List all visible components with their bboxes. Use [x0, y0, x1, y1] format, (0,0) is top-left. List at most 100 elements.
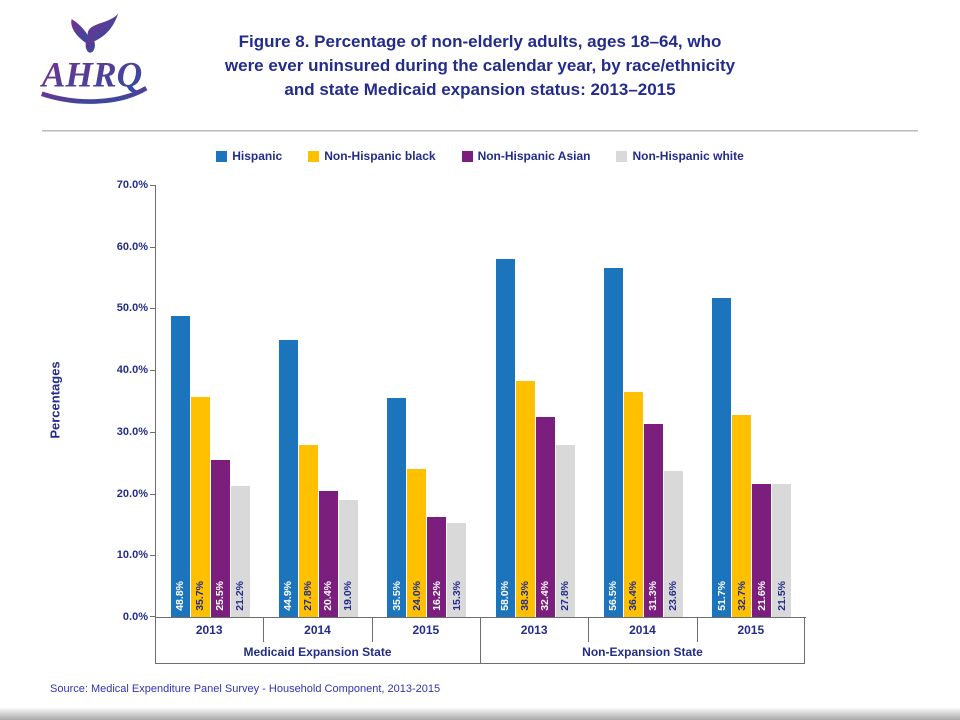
bar-value-label: 27.8% [302, 581, 315, 611]
bar-non-hispanic-white: 21.2% [230, 486, 250, 617]
bar-hispanic: 56.5% [603, 268, 623, 617]
axis-divider [371, 618, 373, 642]
axis-divider [263, 618, 265, 642]
bar-non-hispanic-asian: 32.4% [535, 417, 555, 617]
bar-value-label: 15.3% [450, 581, 463, 611]
section-label-expansion: Medicaid Expansion State [243, 645, 392, 659]
bar-value-label: 19.0% [342, 581, 355, 611]
bar-value-label: 31.3% [647, 581, 660, 611]
ahrq-logo-text: AHRQ [40, 54, 142, 94]
y-axis-title: Percentages [47, 361, 63, 439]
bar-non-hispanic-asian: 25.5% [210, 459, 230, 617]
bar-hispanic: 35.5% [387, 397, 407, 617]
y-axis-labels: 70.0% 60.0% 50.0% 40.0% 30.0% 20.0% 10.0% 0.0% [88, 179, 148, 623]
y-axis-label: 30.0% [116, 425, 148, 438]
bar-value-label: 44.9% [282, 581, 295, 611]
y-axis-label: 0.0% [122, 611, 148, 623]
bar-group: 44.9% 27.8% 20.4% 19.0% [264, 185, 372, 617]
bar-non-hispanic-white: 27.8% [555, 445, 575, 617]
bar-value-label: 24.0% [410, 581, 423, 611]
axis-divider [696, 618, 698, 642]
eagle-icon [71, 13, 119, 53]
legend: Hispanic Non-Hispanic black Non-Hispanic A… [0, 146, 960, 166]
ahrq-logo: AHRQ [38, 6, 150, 118]
x-year-label: 2014 [629, 623, 656, 637]
bar-group: 51.7% 32.7% 21.6% 21.5% [698, 185, 806, 617]
ahrq-logo-graphic: AHRQ [40, 13, 148, 104]
axis-divider [804, 618, 805, 663]
bar-value-label: 27.8% [559, 581, 572, 611]
y-tick-mark [150, 185, 156, 186]
bar-non-hispanic-white: 23.6% [663, 471, 683, 617]
y-tick-mark [150, 431, 156, 433]
axis-divider [588, 618, 590, 642]
x-year-row: 2013 2014 2015 2013 2014 2015 [155, 618, 805, 642]
axis-table: 2013 2014 2015 2013 2014 2015 Medicaid Expans… [155, 618, 805, 664]
y-tick-mark [150, 370, 156, 372]
legend-item: Non-Hispanic white [616, 149, 744, 163]
x-section-row: Medicaid Expansion State Non-Expansion S… [155, 642, 805, 663]
bar-value-label: 32.7% [735, 581, 748, 611]
bar-non-hispanic-black: 36.4% [623, 392, 643, 617]
y-axis-label: 40.0% [116, 364, 148, 377]
source-note: Source: Medical Expenditure Panel Survey… [50, 683, 441, 695]
legend-item: Non-Hispanic Asian [461, 149, 591, 163]
legend-swatch [308, 150, 320, 162]
y-axis-label: 70.0% [116, 179, 148, 191]
bar-non-hispanic-black: 24.0% [407, 468, 427, 617]
title-line-3: and state Medicaid expansion status: 201… [284, 79, 676, 99]
section-label-non-expansion: Non-Expansion State [582, 645, 703, 659]
bar-value-label: 35.7% [194, 581, 207, 611]
y-tick-mark [150, 555, 156, 557]
x-year-label: 2013 [195, 623, 223, 637]
bar-value-label: 35.5% [390, 581, 403, 611]
legend-item: Non-Hispanic black [308, 149, 436, 163]
header-divider [42, 130, 918, 132]
bar-value-label: 56.5% [607, 581, 620, 611]
bar-value-label: 48.8% [174, 581, 187, 611]
bar-value-label: 21.5% [775, 581, 788, 611]
x-year-label: 2015 [412, 623, 440, 637]
bar-hispanic: 51.7% [712, 297, 732, 617]
logo-swoosh [40, 86, 148, 104]
bar-non-hispanic-asian: 31.3% [643, 423, 663, 617]
y-tick-mark [150, 616, 156, 617]
bar-non-hispanic-black: 38.3% [515, 380, 535, 617]
y-tick-mark [150, 246, 156, 248]
bar-value-label: 21.6% [755, 581, 768, 611]
bar-non-hispanic-white: 15.3% [447, 522, 467, 617]
x-year-label: 2015 [737, 623, 765, 637]
plot-area: 48.8% 35.7% 25.5% 21.2% 44.9% 27.8% 20.4% 19.0%… [150, 185, 806, 618]
bar-value-label: 36.4% [627, 581, 640, 611]
bar-value-label: 38.3% [519, 581, 532, 611]
bar-value-label: 25.5% [214, 581, 227, 611]
y-axis-label: 60.0% [116, 240, 148, 253]
bar-value-label: 21.2% [234, 581, 247, 611]
axis-divider [480, 618, 481, 663]
y-axis-label: 20.0% [116, 487, 148, 500]
legend-label: Non-Hispanic Asian [477, 149, 591, 163]
bar-non-hispanic-black: 27.8% [298, 445, 318, 617]
bar-hispanic: 44.9% [278, 339, 298, 617]
bar-hispanic: 58.0% [495, 259, 515, 617]
page-title: Figure 8. Percentage of non-elderly adul… [200, 30, 760, 101]
legend-label: Non-Hispanic black [324, 149, 436, 163]
footer-gradient [0, 707, 960, 720]
bar-non-hispanic-asian: 16.2% [427, 517, 447, 617]
bar-value-label: 58.0% [499, 581, 512, 611]
bar-value-label: 20.4% [322, 581, 335, 611]
bar-non-hispanic-asian: 21.6% [752, 483, 772, 617]
bar-group: 56.5% 36.4% 31.3% 23.6% [589, 185, 697, 617]
bar-group: 48.8% 35.7% 25.5% 21.2% [156, 185, 264, 617]
y-axis-label: 50.0% [116, 302, 148, 315]
x-year-label: 2013 [520, 623, 548, 637]
x-year-label: 2014 [304, 623, 331, 637]
bar-non-hispanic-black: 32.7% [732, 415, 752, 617]
title-line-2: were ever uninsured during the calendar … [224, 55, 736, 75]
axis-divider [155, 618, 156, 663]
bar-non-hispanic-asian: 20.4% [318, 491, 338, 617]
bar-value-label: 23.6% [667, 581, 680, 611]
axis-bottom-line [155, 663, 805, 664]
bar-value-label: 51.7% [715, 581, 728, 611]
